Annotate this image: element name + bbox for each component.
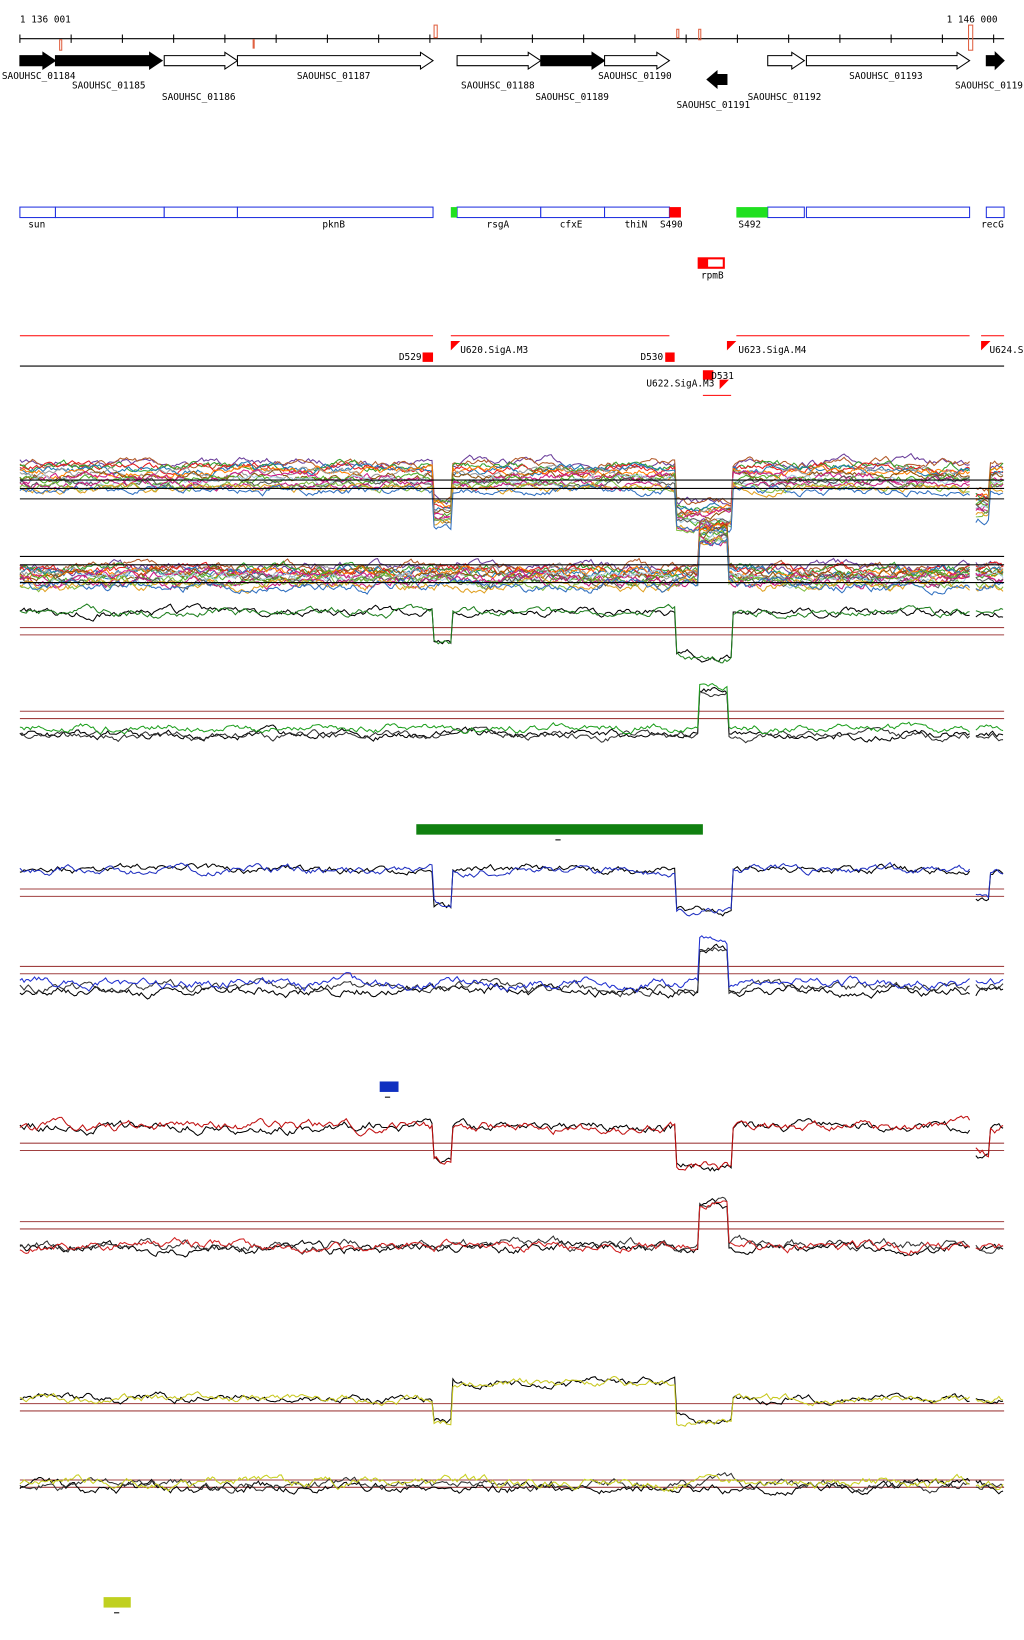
terminator	[665, 352, 675, 362]
gene-arrow	[54, 51, 164, 71]
region-box	[163, 206, 238, 219]
gene-label: SAOUHSC_0119	[955, 80, 1023, 91]
gene-label: SAOUHSC_01186	[162, 92, 236, 103]
expression-trace	[19, 518, 1004, 578]
gene-arrow	[19, 51, 57, 71]
expression-trace	[19, 532, 1004, 588]
expression-trace	[19, 935, 1004, 993]
region-label: recG	[981, 219, 1004, 230]
feature-mark	[968, 24, 974, 51]
expression-trace	[19, 686, 1004, 743]
expression-trace	[19, 1375, 1004, 1427]
region-label: rsgA	[487, 219, 510, 230]
expression-trace	[19, 483, 1004, 535]
region-box	[54, 206, 165, 219]
gene-label: SAOUHSC_01184	[2, 71, 76, 82]
region-label: sun	[28, 219, 45, 230]
region-box	[19, 206, 56, 219]
promoter-label: U622.SigA.M3	[646, 378, 714, 389]
gene-arrow	[456, 51, 542, 71]
gene-arrow	[540, 51, 606, 71]
expression-trace	[19, 603, 1004, 664]
gene-arrow	[985, 51, 1005, 71]
region-label: S492	[738, 219, 761, 230]
operon-box	[698, 258, 709, 268]
expression-trace	[19, 474, 1004, 526]
cluster-bar	[103, 1597, 131, 1608]
promoter-label: U620.SigA.M3	[460, 345, 528, 356]
promoter-label: D531	[711, 371, 734, 382]
region-label: cfxE	[560, 219, 583, 230]
region-box	[456, 206, 542, 219]
terminator	[422, 352, 434, 362]
gene-arrow	[805, 51, 971, 71]
operon-label: rpmB	[701, 271, 724, 282]
region-box	[604, 206, 670, 219]
ruler-start: 1 136 001	[20, 14, 71, 25]
region-box	[767, 206, 805, 219]
expression-trace	[19, 469, 1004, 519]
expression-trace	[19, 947, 1004, 998]
promoter-label: D529	[399, 352, 422, 363]
expression-trace	[19, 1196, 1004, 1255]
feature-mark	[676, 28, 680, 39]
expression-trace	[19, 683, 1004, 735]
terminator	[702, 370, 714, 380]
expression-trace	[19, 943, 1004, 1000]
feature-mark	[252, 39, 255, 49]
gene-label: SAOUHSC_01190	[598, 71, 672, 82]
gene-arrow	[236, 51, 434, 71]
expression-trace	[19, 689, 1004, 744]
gene-label: SAOUHSC_01193	[849, 71, 923, 82]
expression-trace	[19, 464, 1004, 517]
gene-label: SAOUHSC_01188	[461, 80, 535, 91]
feature-mark	[433, 24, 438, 39]
promoter-label: D530	[640, 352, 663, 363]
gene-arrow	[706, 69, 728, 89]
expression-trace	[19, 1376, 1004, 1425]
gene-arrow	[767, 51, 806, 71]
expression-trace	[19, 861, 1004, 917]
expression-trace	[19, 537, 1004, 596]
ruler-end: 1 146 000	[947, 14, 998, 25]
gene-arrow	[604, 51, 671, 71]
region-label: S490	[660, 219, 683, 230]
promoter-flag	[450, 340, 461, 351]
gene-label: SAOUHSC_01185	[72, 80, 146, 91]
gene-label: SAOUHSC_01187	[297, 71, 371, 82]
region-box	[736, 207, 768, 218]
expression-trace	[19, 1200, 1004, 1256]
region-box	[540, 206, 606, 219]
region-box	[985, 206, 1005, 219]
expression-trace	[19, 1473, 1004, 1492]
feature-mark	[698, 28, 702, 41]
gene-label: SAOUHSC_01192	[748, 92, 822, 103]
expression-trace	[19, 481, 1004, 534]
region-box	[669, 207, 681, 218]
region-box	[236, 206, 434, 219]
promoter-label: U623.SigA.M4	[738, 345, 806, 356]
region-label: pknB	[322, 219, 345, 230]
promoter-flag	[726, 340, 737, 351]
region-box	[450, 207, 458, 218]
feature-mark	[59, 39, 63, 51]
expression-trace	[19, 533, 1004, 589]
region-label: thiN	[625, 219, 648, 230]
expression-trace	[19, 529, 1004, 584]
expression-trace	[19, 1115, 1004, 1171]
promoter-label: U624.S	[989, 345, 1023, 356]
gene-label: SAOUHSC_01189	[535, 92, 609, 103]
cluster-bar	[416, 824, 703, 835]
gene-label: SAOUHSC_01191	[677, 100, 751, 111]
cluster-bar	[379, 1081, 399, 1092]
gene-arrow	[163, 51, 239, 71]
region-box	[805, 206, 971, 219]
